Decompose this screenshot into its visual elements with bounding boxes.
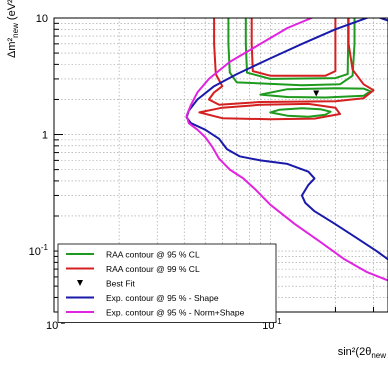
legend-label: Exp. contour @ 95 % - Shape bbox=[106, 293, 219, 303]
y-axis-label: Δm² bbox=[6, 37, 18, 58]
legend: RAA contour @ 95 % CL RAA contour @ 99 % … bbox=[57, 243, 277, 323]
series-0-line-2 bbox=[269, 107, 332, 118]
legend-box bbox=[57, 243, 277, 323]
legend-label: Exp. contour @ 95 % - Norm+Shape bbox=[106, 308, 245, 318]
y-tick-label: 10 bbox=[36, 13, 48, 25]
y-tick-label: 1 bbox=[42, 130, 48, 142]
legend-marker bbox=[77, 280, 83, 286]
series-1-line-0 bbox=[207, 18, 375, 106]
x-axis-label-sub: new bbox=[371, 351, 386, 361]
best-fit-marker bbox=[313, 90, 320, 97]
legend-label: RAA contour @ 99 % CL bbox=[106, 264, 200, 274]
series-0-line-3 bbox=[259, 87, 372, 99]
series-3-line-0 bbox=[185, 18, 388, 261]
y-axis-title: Δm²new (eV²) bbox=[6, 0, 20, 58]
series-0-line-1 bbox=[244, 18, 350, 80]
series-4-line-0 bbox=[185, 18, 388, 282]
series-0-line-0 bbox=[227, 18, 356, 87]
series-1-line-2 bbox=[198, 102, 341, 121]
y-axis-label-sub: new bbox=[11, 23, 21, 38]
series-group bbox=[185, 18, 388, 282]
x-axis-label: sin²(2θ bbox=[337, 346, 372, 358]
x-axis-title: sin²(2θnew bbox=[338, 346, 386, 360]
legend-label: RAA contour @ 95 % CL bbox=[106, 250, 200, 260]
y-axis-unit: (eV²) bbox=[6, 0, 18, 21]
legend-label: Best Fit bbox=[106, 279, 135, 289]
